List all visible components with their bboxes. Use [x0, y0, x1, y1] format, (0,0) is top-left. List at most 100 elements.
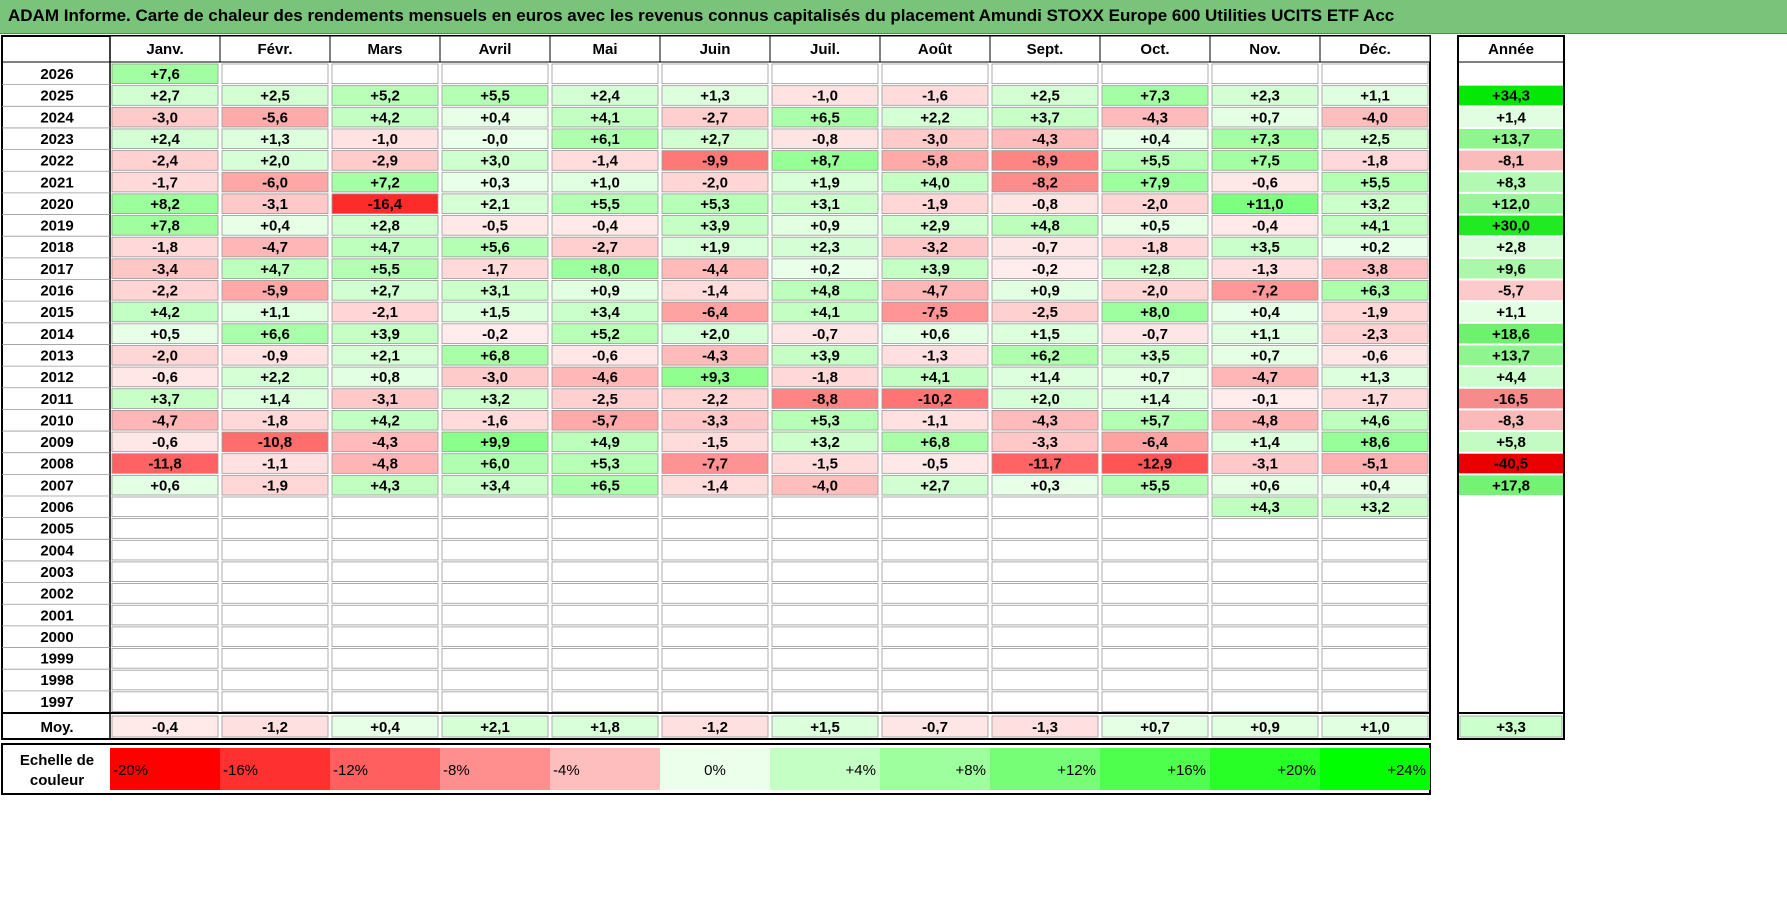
heat-cell-value: -4,6	[592, 369, 618, 386]
heat-cell-value: +6,5	[810, 109, 840, 126]
heat-cell-value: +5,5	[1360, 174, 1390, 191]
scale-swatch	[1100, 748, 1210, 790]
heat-cell	[1211, 193, 1319, 214]
heat-cell	[221, 431, 329, 453]
heat-cell	[441, 496, 549, 518]
average-cell	[331, 715, 439, 738]
heat-cell-value: +2,4	[150, 131, 180, 148]
heat-cell-value: +1,3	[260, 131, 290, 148]
year-label-2012: 2012	[40, 369, 73, 386]
heat-cell-value: +3,1	[480, 283, 510, 300]
annual-cell-value: +1,4	[1496, 109, 1526, 126]
heat-cell	[991, 171, 1099, 193]
year-label-2025: 2025	[40, 88, 73, 105]
heat-cell-value: +1,3	[700, 88, 730, 105]
column-header-cell	[1209, 35, 1321, 63]
heat-cell	[441, 583, 549, 604]
heat-cell	[771, 539, 879, 561]
average-cell	[1321, 715, 1429, 738]
year-label-2005: 2005	[40, 521, 73, 538]
heat-cell	[551, 409, 659, 431]
heat-cell-value: -0,4	[592, 218, 619, 235]
average-cell	[1211, 715, 1319, 738]
year-label-2002: 2002	[40, 586, 73, 603]
heat-cell	[111, 518, 219, 539]
heat-cell	[111, 409, 219, 431]
heat-cell-value: -0,8	[1032, 196, 1058, 213]
year-label-2000: 2000	[40, 629, 73, 646]
heat-cell	[1211, 409, 1319, 431]
heat-cell	[661, 258, 769, 279]
heat-cell	[661, 63, 769, 85]
heat-cell-value: -2,7	[592, 239, 618, 256]
heat-cell-value: +2,0	[1030, 391, 1060, 408]
heat-cell-value: +0,3	[1030, 477, 1060, 494]
heat-cell	[331, 691, 439, 712]
heat-cell-value: +7,3	[1140, 88, 1170, 105]
heat-cell-value: -10,8	[258, 434, 292, 451]
heat-cell-value: +7,5	[1250, 153, 1280, 170]
heat-cell-value: -3,4	[152, 261, 179, 278]
heat-cell	[111, 63, 219, 85]
heat-cell	[661, 539, 769, 561]
heat-cell-value: +0,7	[1250, 109, 1280, 126]
heat-cell-value: +5,5	[480, 88, 510, 105]
column-header-8: Sept.	[1027, 41, 1064, 58]
heat-cell	[441, 648, 549, 669]
heat-cell-value: +2,7	[920, 477, 950, 494]
average-cell-value: -0,4	[152, 719, 179, 736]
heat-cell	[771, 171, 879, 193]
heat-cell-value: +3,7	[1030, 109, 1060, 126]
average-cell-value: -0,7	[922, 719, 948, 736]
heat-cell	[551, 474, 659, 496]
scale-label: +16%	[1167, 762, 1206, 779]
heat-cell-value: -1,0	[372, 131, 398, 148]
column-header-4: Mai	[592, 41, 617, 58]
year-label-2023: 2023	[40, 131, 73, 148]
heat-cell	[881, 323, 989, 344]
heat-cell	[991, 128, 1099, 149]
annual-cell	[1459, 388, 1563, 409]
heat-cell	[1211, 474, 1319, 496]
heat-cell-value: +2,9	[920, 218, 950, 235]
heat-cell-value: +7,2	[370, 174, 400, 191]
scale-label: +20%	[1277, 762, 1316, 779]
scale-label: 0%	[704, 762, 726, 779]
heat-cell	[1321, 691, 1429, 712]
scale-label: +12%	[1057, 762, 1096, 779]
heat-cell-value: +1,5	[1030, 326, 1060, 343]
heat-cell-value: +2,8	[370, 218, 400, 235]
heat-cell	[1321, 409, 1429, 431]
heat-cell	[1321, 193, 1429, 214]
heat-cell	[991, 431, 1099, 453]
heat-cell	[331, 604, 439, 626]
heat-cell	[881, 280, 989, 301]
heat-cell	[661, 518, 769, 539]
heat-cell	[771, 236, 879, 258]
heat-cell	[991, 323, 1099, 344]
year-label-1999: 1999	[40, 651, 73, 668]
heat-cell	[771, 106, 879, 128]
heat-cell	[881, 345, 989, 366]
heat-cell-value: +2,3	[810, 239, 840, 256]
heat-cell	[441, 474, 549, 496]
heat-cell	[441, 669, 549, 691]
column-header-7: Août	[918, 41, 952, 58]
heat-cell	[771, 518, 879, 539]
heat-cell-value: +6,1	[590, 131, 620, 148]
heat-cell-value: +5,2	[370, 88, 400, 105]
heat-cell	[661, 561, 769, 583]
heat-cell-value: +1,3	[1360, 369, 1390, 386]
heat-cell-value: -1,9	[922, 196, 948, 213]
heat-cell-value: -3,0	[922, 131, 948, 148]
year-label-2003: 2003	[40, 564, 73, 581]
heat-cell	[441, 193, 549, 214]
heat-cell-value: +2,7	[150, 88, 180, 105]
heat-cell-value: +0,8	[370, 369, 400, 386]
heat-cell	[441, 280, 549, 301]
heat-cell	[111, 128, 219, 149]
heat-cell	[111, 474, 219, 496]
heat-cell	[441, 518, 549, 539]
heat-cell	[221, 604, 329, 626]
year-label-2007: 2007	[40, 477, 73, 494]
